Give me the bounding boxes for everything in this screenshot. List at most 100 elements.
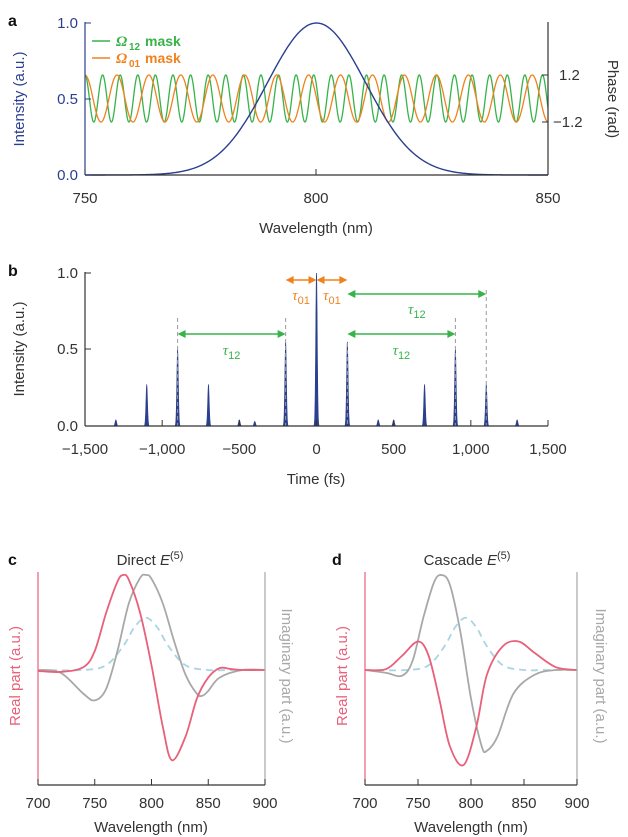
panel-b-xtick-label: 500 xyxy=(381,441,406,458)
panel-a: a 0.0 0.5 1.0 1.2 −1.2 750 800 850 Wavel… xyxy=(8,13,621,237)
tau01-arrow-right-head-left xyxy=(316,276,325,284)
panel-b-annotations: τ01 τ01 τ12 τ12 τ12 xyxy=(177,276,487,426)
series-real-part xyxy=(37,573,266,762)
panel-c-title: Direct E(5) xyxy=(117,550,184,569)
panel-a-label: a xyxy=(8,13,17,30)
tau01-label-left: τ01 xyxy=(292,288,310,307)
panel-b-ylabel: Intensity (a.u.) xyxy=(11,301,28,396)
panel-c-plot-area xyxy=(37,573,266,762)
legend-omega12-symbol: Ω xyxy=(116,34,127,50)
legend-omega01-subscript: 01 xyxy=(129,59,141,70)
panel-c-xtick-label: 850 xyxy=(196,795,221,812)
tau12-arrow-right-upper-head-left xyxy=(347,290,356,298)
tau12-label-right-lower: τ12 xyxy=(393,343,411,362)
panel-c-xtick-label: 900 xyxy=(252,795,277,812)
panel-c-ylabel-right: Imaginary part (a.u.) xyxy=(278,608,295,743)
series-imaginary-part xyxy=(364,574,578,754)
panel-a-xtick-label: 750 xyxy=(72,190,97,207)
panel-a-plot-area xyxy=(84,22,549,176)
panel-b-label: b xyxy=(8,263,18,280)
panel-c-xtick-label: 750 xyxy=(82,795,107,812)
panel-c-xtick-label: 700 xyxy=(25,795,50,812)
panel-d-xtick-label: 850 xyxy=(511,795,536,812)
panel-c-xtick-label: 800 xyxy=(139,795,164,812)
panel-b-xtick-label: −500 xyxy=(222,441,256,458)
pulse-peak xyxy=(143,383,150,427)
panel-c-title-symbol: E xyxy=(160,552,171,569)
panel-b-xlabel: Time (fs) xyxy=(287,471,346,488)
pulse-peak xyxy=(205,383,212,427)
panel-d-ylabel-right: Imaginary part (a.u.) xyxy=(592,608,609,743)
panel-d-title: Cascade E(5) xyxy=(424,550,511,569)
tau12-label-left: τ12 xyxy=(223,343,241,362)
panel-d: d Cascade E(5) 700 750 800 850 900 Wavelengt… xyxy=(332,550,609,836)
panel-d-ylabel-left: Real part (a.u.) xyxy=(334,626,351,726)
panel-d-label: d xyxy=(332,552,342,569)
panel-a-ytick-label: 1.0 xyxy=(57,15,78,32)
panel-b-xticks: −1,500 −1,000 −500 0 500 1,000 1,500 xyxy=(62,420,567,458)
panel-a-xtick-label: 800 xyxy=(303,190,328,207)
panel-c-title-text: Direct xyxy=(117,552,160,569)
series-envelope xyxy=(37,616,265,672)
series-real-part xyxy=(364,640,578,767)
panel-a-ylabel-right: Phase (rad) xyxy=(604,60,621,138)
tau12-arrow-right-lower-head-right xyxy=(447,330,456,338)
panel-a-xlabel: Wavelength (nm) xyxy=(259,220,373,237)
tau12-arrow-right-lower-head-left xyxy=(347,330,356,338)
series-omega01-mask xyxy=(84,74,549,123)
pulse-peak xyxy=(313,272,320,427)
panel-a-y2tick-label: 1.2 xyxy=(559,67,580,84)
pulse-peak xyxy=(421,383,428,427)
panel-a-y2tick-label: −1.2 xyxy=(553,114,583,131)
panel-b-ytick-label: 0.5 xyxy=(57,341,78,358)
pulse-peak xyxy=(251,421,258,427)
panel-d-plot-area xyxy=(364,574,578,767)
pulse-peak xyxy=(514,419,521,427)
panel-a-ytick-label: 0.5 xyxy=(57,91,78,108)
tau01-arrow-left-head-right xyxy=(308,276,317,284)
legend-omega12-text: mask xyxy=(145,33,181,49)
tau12-label-right-upper: τ12 xyxy=(408,302,426,321)
panel-b-xtick-label: −1,500 xyxy=(62,441,108,458)
tau12-arrow-right-upper-head-right xyxy=(478,290,487,298)
panel-b-ytick-label: 1.0 xyxy=(57,265,78,282)
panel-b-xtick-label: −1,000 xyxy=(139,441,185,458)
tau01-arrow-right-head-right xyxy=(339,276,348,284)
panel-d-xtick-label: 700 xyxy=(352,795,377,812)
panel-d-xtick-label: 800 xyxy=(458,795,483,812)
panel-d-xlabel: Wavelength (nm) xyxy=(414,819,528,836)
panel-c-title-sup: (5) xyxy=(170,550,183,562)
panel-a-ytick-label: 0.0 xyxy=(57,167,78,184)
panel-d-xticks: 700 750 800 850 900 xyxy=(352,779,590,812)
panel-d-xtick-label: 900 xyxy=(564,795,589,812)
panel-c: c Direct E(5) 700 750 800 850 900 Wavelength… xyxy=(7,550,295,836)
pulse-peak xyxy=(112,419,119,427)
panel-d-title-sup: (5) xyxy=(497,550,510,562)
panel-a-xtick-label: 850 xyxy=(535,190,560,207)
legend-omega01-text: mask xyxy=(145,50,181,66)
tau01-label-right: τ01 xyxy=(323,288,341,307)
panel-a-ylabel-left: Intensity (a.u.) xyxy=(11,51,28,146)
tau01-arrow-left-head-left xyxy=(285,276,294,284)
panel-b: b τ01 τ01 τ12 τ12 τ12 0.0 0.5 1.0 −1,500 −1,0… xyxy=(8,263,567,488)
tau12-arrow-left-head-left xyxy=(177,330,186,338)
tau12-arrow-left-head-right xyxy=(277,330,286,338)
panel-b-xtick-label: 1,500 xyxy=(529,441,567,458)
series-intensity-spectrum xyxy=(85,22,548,176)
panel-b-ytick-label: 0.0 xyxy=(57,418,78,435)
panel-c-xticks: 700 750 800 850 900 xyxy=(25,779,278,812)
series-envelope xyxy=(364,616,577,672)
pulse-peak xyxy=(344,341,351,427)
panel-c-ylabel-left: Real part (a.u.) xyxy=(7,626,24,726)
panel-b-xtick-label: 1,000 xyxy=(452,441,490,458)
series-imaginary-part xyxy=(37,573,266,702)
legend-omega12-subscript: 12 xyxy=(129,42,141,53)
panel-d-title-symbol: E xyxy=(487,552,498,569)
panel-d-xtick-label: 750 xyxy=(405,795,430,812)
panel-d-title-text: Cascade xyxy=(424,552,487,569)
panel-c-xlabel: Wavelength (nm) xyxy=(94,819,208,836)
panel-c-label: c xyxy=(8,552,17,569)
legend-omega01-symbol: Ω xyxy=(116,51,127,67)
panel-b-xtick-label: 0 xyxy=(312,441,320,458)
